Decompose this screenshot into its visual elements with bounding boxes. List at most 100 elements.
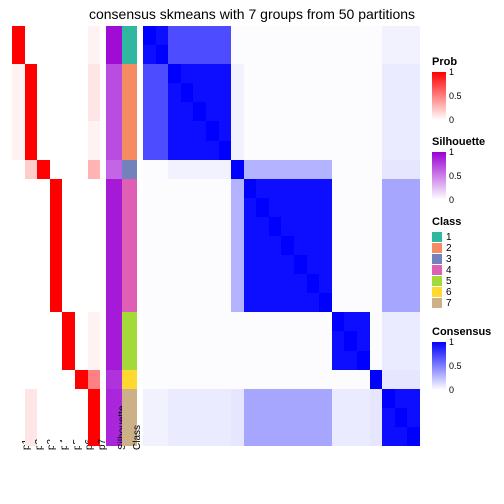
consensus-cell <box>244 179 257 199</box>
consensus-cell <box>206 102 219 122</box>
consensus-cell <box>156 427 169 447</box>
consensus-cell <box>319 312 332 332</box>
p1-cell <box>12 351 25 371</box>
consensus-cell <box>332 389 345 409</box>
consensus-cell <box>193 370 206 390</box>
consensus-cell <box>156 102 169 122</box>
consensus-cell <box>269 255 282 275</box>
legend-title-consensus: Consensus <box>432 326 491 338</box>
consensus-cell <box>206 45 219 65</box>
legend-title-class: Class <box>432 216 461 228</box>
consensus-cell <box>219 408 232 428</box>
consensus-cell <box>156 141 169 161</box>
consensus-cell <box>319 141 332 161</box>
consensus-cell <box>244 141 257 161</box>
class-cell <box>122 179 137 199</box>
consensus-cell <box>156 293 169 313</box>
consensus-cell <box>382 179 395 199</box>
sil-cell <box>106 45 121 65</box>
consensus-cell <box>181 121 194 141</box>
consensus-cell <box>219 217 232 237</box>
consensus-cell <box>206 389 219 409</box>
p5-cell <box>62 255 75 275</box>
consensus-cell <box>181 160 194 180</box>
consensus-cell <box>219 255 232 275</box>
consensus-cell <box>407 179 420 199</box>
p1-cell <box>12 26 25 46</box>
p3-cell <box>37 312 50 332</box>
consensus-cell <box>181 331 194 351</box>
consensus-cell <box>231 141 244 161</box>
consensus-cell <box>357 83 370 103</box>
consensus-cell <box>193 64 206 84</box>
consensus-cell <box>168 64 181 84</box>
consensus-cell <box>206 408 219 428</box>
column-cons <box>143 26 420 446</box>
consensus-cell <box>294 26 307 46</box>
consensus-cell <box>370 408 383 428</box>
consensus-cell <box>168 255 181 275</box>
consensus-cell <box>269 293 282 313</box>
consensus-cell <box>294 312 307 332</box>
consensus-cell <box>219 351 232 371</box>
consensus-cell <box>319 274 332 294</box>
consensus-cell <box>319 217 332 237</box>
consensus-cell <box>181 351 194 371</box>
consensus-cell <box>281 331 294 351</box>
consensus-cell <box>269 236 282 256</box>
consensus-cell <box>256 45 269 65</box>
consensus-cell <box>357 408 370 428</box>
consensus-cell <box>407 141 420 161</box>
consensus-cell <box>168 293 181 313</box>
consensus-cell <box>344 121 357 141</box>
consensus-cell <box>193 121 206 141</box>
consensus-cell <box>382 293 395 313</box>
p2-cell <box>25 236 38 256</box>
p1-cell <box>12 370 25 390</box>
consensus-cell <box>193 179 206 199</box>
consensus-cell <box>332 102 345 122</box>
consensus-cell <box>219 102 232 122</box>
consensus-cell <box>156 26 169 46</box>
consensus-cell <box>281 102 294 122</box>
consensus-cell <box>307 312 320 332</box>
consensus-cell <box>332 408 345 428</box>
p2-cell <box>25 121 38 141</box>
consensus-cell <box>281 179 294 199</box>
consensus-cell <box>319 255 332 275</box>
consensus-cell <box>181 64 194 84</box>
consensus-cell <box>231 198 244 218</box>
consensus-cell <box>181 179 194 199</box>
legend-gradient-consensus <box>432 342 446 390</box>
consensus-cell <box>143 370 156 390</box>
p2-cell <box>25 255 38 275</box>
consensus-cell <box>344 179 357 199</box>
p4-cell <box>50 198 63 218</box>
consensus-cell <box>143 236 156 256</box>
consensus-cell <box>294 408 307 428</box>
legend-class-row: 1 <box>432 232 461 242</box>
consensus-cell <box>168 45 181 65</box>
consensus-cell <box>370 312 383 332</box>
consensus-cell <box>307 198 320 218</box>
consensus-cell <box>395 64 408 84</box>
consensus-cell <box>143 255 156 275</box>
consensus-cell <box>256 121 269 141</box>
p7-cell <box>88 83 101 103</box>
consensus-cell <box>206 274 219 294</box>
consensus-cell <box>269 274 282 294</box>
consensus-cell <box>307 217 320 237</box>
consensus-cell <box>281 26 294 46</box>
consensus-cell <box>181 274 194 294</box>
consensus-cell <box>256 198 269 218</box>
column-p5 <box>62 26 75 446</box>
consensus-cell <box>193 274 206 294</box>
legend-tick: 0.5 <box>449 361 462 371</box>
consensus-cell <box>143 293 156 313</box>
consensus-cell <box>370 351 383 371</box>
consensus-cell <box>206 160 219 180</box>
consensus-cell <box>407 160 420 180</box>
consensus-cell <box>143 141 156 161</box>
consensus-cell <box>193 427 206 447</box>
consensus-cell <box>244 45 257 65</box>
